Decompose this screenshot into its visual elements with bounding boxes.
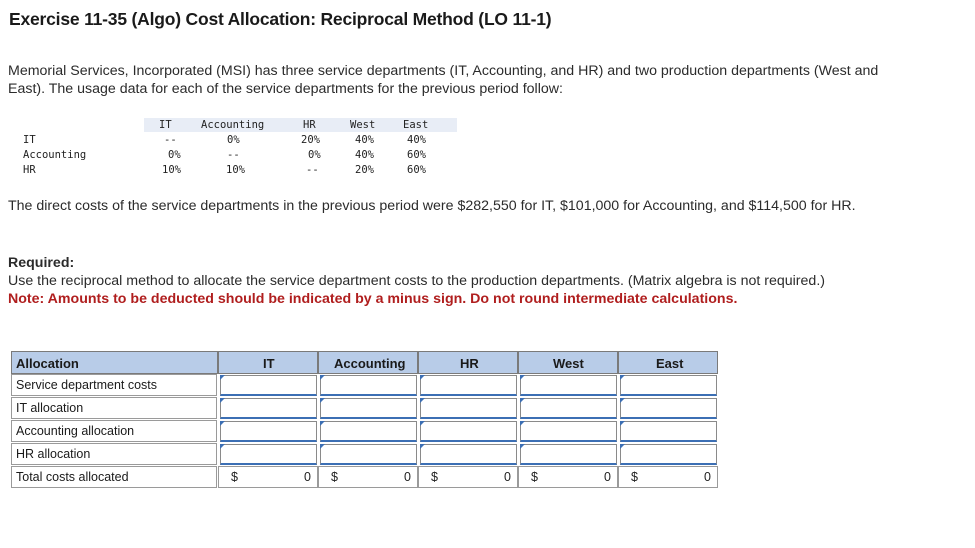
usage-cell: 10% [162,164,181,176]
hr-allocation-west-input[interactable] [520,444,617,465]
usage-cell: -- [164,134,177,146]
currency-symbol: $ [431,470,438,484]
hr-allocation-east-input[interactable] [620,444,717,465]
service-costs-it-input[interactable] [220,375,317,396]
hr-allocation-accounting-input[interactable] [320,444,417,465]
allocation-header-hr: HR [418,351,518,374]
service-costs-east-input[interactable] [620,375,717,396]
total-accounting: $ 0 [318,466,418,488]
usage-header-it: IT [159,119,172,131]
note-text: Note: Amounts to be deducted should be i… [8,291,738,307]
it-allocation-west-input[interactable] [520,398,617,419]
total-hr: $ 0 [418,466,518,488]
usage-header-west: West [350,119,376,131]
accounting-allocation-west-input[interactable] [520,421,617,442]
allocation-header-corner: Allocation [11,351,218,374]
usage-cell: -- [306,164,319,176]
service-costs-accounting-input[interactable] [320,375,417,396]
row-label-accounting-allocation: Accounting allocation [11,420,217,442]
row-label-service-department-costs: Service department costs [11,374,217,396]
accounting-allocation-east-input[interactable] [620,421,717,442]
required-heading: Required: [8,255,75,271]
usage-cell: 10% [226,164,245,176]
usage-header-accounting: Accounting [201,119,265,131]
allocation-header-west: West [518,351,618,374]
usage-cell: 60% [407,164,426,176]
service-costs-west-input[interactable] [520,375,617,396]
allocation-header-it: IT [218,351,318,374]
currency-symbol: $ [531,470,538,484]
it-allocation-hr-input[interactable] [420,398,517,419]
usage-cell: 0% [168,149,181,161]
hr-allocation-hr-input[interactable] [420,444,517,465]
usage-header-hr: HR [303,119,316,131]
usage-cell: 40% [355,149,374,161]
accounting-allocation-it-input[interactable] [220,421,317,442]
it-allocation-it-input[interactable] [220,398,317,419]
usage-cell: 60% [407,149,426,161]
row-label-it-allocation: IT allocation [11,397,217,419]
usage-cell: 20% [355,164,374,176]
accounting-allocation-accounting-input[interactable] [320,421,417,442]
intro-paragraph: Memorial Services, Incorporated (MSI) ha… [8,63,879,97]
it-allocation-east-input[interactable] [620,398,717,419]
required-section: Required: Use the reciprocal method to a… [8,254,908,308]
currency-symbol: $ [631,470,638,484]
hr-allocation-it-input[interactable] [220,444,317,465]
total-it: $ 0 [218,466,318,488]
usage-header-east: East [403,119,429,131]
usage-cell: 20% [301,134,320,146]
usage-cell: 40% [355,134,374,146]
allocation-header-accounting: Accounting [318,351,418,374]
usage-cell: 0% [308,149,321,161]
usage-row-label: HR [23,164,36,176]
service-costs-hr-input[interactable] [420,375,517,396]
allocation-header-east: East [618,351,718,374]
currency-symbol: $ [231,470,238,484]
allocation-header-label: East [656,356,684,371]
usage-cell: -- [227,149,240,161]
it-allocation-accounting-input[interactable] [320,398,417,419]
total-value: 0 [704,470,711,484]
total-value: 0 [404,470,411,484]
usage-header-background [144,118,457,132]
total-east: $ 0 [618,466,718,488]
usage-row-label: IT [23,134,36,146]
direct-costs-paragraph: The direct costs of the service departme… [8,198,856,214]
usage-cell: 40% [407,134,426,146]
total-value: 0 [604,470,611,484]
usage-row-label: Accounting [23,149,87,161]
allocation-header-label: IT [263,356,275,371]
required-text: Use the reciprocal method to allocate th… [8,273,825,289]
allocation-header-label: Accounting [334,356,406,371]
row-label-total-costs-allocated: Total costs allocated [11,466,217,488]
allocation-header-corner-label: Allocation [16,356,79,371]
allocation-header-label: HR [460,356,479,371]
total-value: 0 [504,470,511,484]
row-label-hr-allocation: HR allocation [11,443,217,465]
total-west: $ 0 [518,466,618,488]
total-value: 0 [304,470,311,484]
allocation-header-label: West [553,356,584,371]
currency-symbol: $ [331,470,338,484]
accounting-allocation-hr-input[interactable] [420,421,517,442]
usage-cell: 0% [227,134,240,146]
page-title: Exercise 11-35 (Algo) Cost Allocation: R… [9,9,552,29]
